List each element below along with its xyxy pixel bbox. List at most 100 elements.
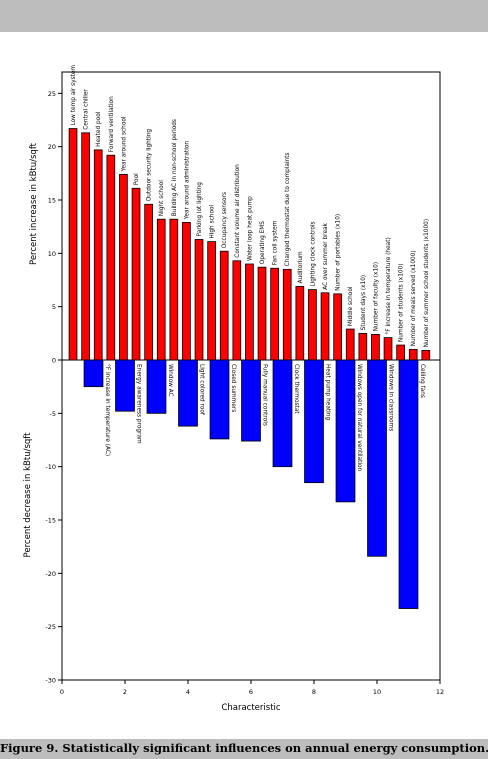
bar-label: Ceiling fans bbox=[419, 364, 425, 398]
decrease-bar bbox=[241, 359, 261, 442]
bar-label: Student days (x10) bbox=[361, 275, 367, 331]
increase-bar bbox=[257, 266, 267, 361]
increase-bar bbox=[194, 239, 204, 361]
decrease-bar bbox=[178, 359, 198, 427]
y-tick-label: 20 bbox=[48, 143, 56, 151]
increase-bar bbox=[93, 149, 103, 361]
decrease-bar bbox=[398, 359, 419, 609]
bar-label: Heat pump heating bbox=[324, 364, 330, 420]
increase-bar bbox=[396, 344, 405, 361]
increase-bar bbox=[421, 349, 431, 361]
x-tick-label: 12 bbox=[436, 688, 444, 696]
bars bbox=[68, 128, 431, 609]
y-tick-label: -25 bbox=[45, 623, 56, 631]
increase-bar bbox=[68, 128, 78, 361]
bar-label: Clock thermostat bbox=[293, 364, 299, 414]
increase-bar bbox=[119, 173, 128, 361]
increase-bar bbox=[308, 289, 317, 361]
bar-label: Windows open for natural ventilation bbox=[356, 364, 362, 472]
bar-label: Occupancy sensors bbox=[222, 192, 228, 248]
bar-label: Changed thermostat due to complaints bbox=[285, 152, 291, 266]
increase-bar bbox=[182, 221, 191, 361]
x-axis-label: Characteristic bbox=[221, 703, 280, 713]
bar-label: Middle school bbox=[348, 286, 354, 326]
bar-chart: -30 -25 -20 -15 -10 -5 0 5 10 15 20 25 0 2 4 6 8 10 12 Low… bbox=[23, 65, 444, 713]
y-tick-label: -10 bbox=[45, 463, 56, 471]
decrease-bar bbox=[115, 359, 135, 412]
x-tick-label: 8 bbox=[312, 688, 316, 696]
bar-label: Energy awareness program bbox=[135, 364, 141, 444]
caption-bar: Figure 9. Statistically significant infl… bbox=[0, 739, 488, 759]
increase-bar bbox=[371, 333, 380, 361]
bar-label: Windows in classrooms bbox=[387, 364, 393, 431]
increase-bar bbox=[383, 337, 393, 361]
y-tick-label: -15 bbox=[45, 517, 56, 525]
bar-label: Outdoor security lighting bbox=[147, 129, 153, 202]
increase-bar bbox=[144, 203, 153, 361]
bar-label: Number of faculty (x10) bbox=[373, 262, 379, 332]
increase-bar bbox=[131, 187, 141, 361]
y-tick-label: 5 bbox=[52, 303, 56, 311]
increase-bar bbox=[156, 218, 166, 361]
bar-label: Closed summers bbox=[230, 364, 236, 412]
bar-label: °F increase in temperature (heat) bbox=[386, 237, 392, 334]
y-axis-label-bottom: Percent decrease in kBtu/sqft bbox=[23, 432, 33, 558]
bar-label: Night school bbox=[159, 180, 165, 216]
decrease-bar bbox=[146, 359, 167, 414]
bar-label: Heated pool bbox=[96, 111, 102, 147]
bar-label: Number of portables (x10) bbox=[336, 214, 342, 291]
y-tick-label: 0 bbox=[52, 357, 56, 365]
decrease-bar bbox=[335, 359, 356, 503]
bar-label: AC over summer break bbox=[323, 222, 329, 289]
top-title-bar bbox=[0, 0, 488, 32]
y-tick-label: -30 bbox=[45, 677, 56, 685]
increase-bar bbox=[207, 241, 216, 361]
bar-label: Building AC in non-school periods bbox=[172, 119, 178, 216]
bar-label: Forward ventilation bbox=[109, 96, 115, 152]
increase-bar bbox=[282, 268, 292, 361]
bar-label: Year around administration bbox=[184, 141, 190, 221]
bar-label: Auditorium bbox=[298, 251, 304, 283]
decrease-bar bbox=[367, 359, 387, 557]
bar-label: Constant volume air distribution bbox=[235, 164, 241, 258]
bar-label: Number of students (x100) bbox=[399, 263, 405, 342]
y-tick-label: -5 bbox=[50, 410, 56, 418]
bar-label: High school bbox=[210, 204, 216, 238]
y-tick-label: 25 bbox=[48, 90, 56, 98]
x-tick-label: 0 bbox=[60, 688, 64, 696]
bar-label: °F increase in temperature (AC) bbox=[104, 364, 110, 456]
bar-label: Fan coil system bbox=[273, 220, 279, 265]
bar-label: Water loop heat pump bbox=[247, 196, 253, 261]
bar-label: Number of summer school students (x1000) bbox=[424, 219, 430, 348]
increase-bar bbox=[295, 285, 305, 361]
increase-bar bbox=[169, 218, 179, 361]
bar-label: Window AC bbox=[167, 364, 173, 397]
x-tick-label: 2 bbox=[123, 688, 127, 696]
bar-label: Fully manual controls bbox=[261, 364, 267, 426]
increase-bar bbox=[81, 132, 90, 361]
x-tick-label: 4 bbox=[186, 688, 190, 696]
increase-bar bbox=[408, 348, 418, 361]
y-tick-label: -20 bbox=[45, 570, 56, 578]
increase-bar bbox=[345, 328, 355, 361]
y-tick-label: 10 bbox=[48, 250, 56, 258]
bar-label: Parking lot lighting bbox=[197, 182, 203, 237]
increase-bar bbox=[333, 293, 342, 361]
figure-panel: -30 -25 -20 -15 -10 -5 0 5 10 15 20 25 0 2 4 6 8 10 12 Low… bbox=[0, 32, 488, 739]
bar-label: Low temp air system bbox=[71, 65, 77, 126]
decrease-bar bbox=[209, 359, 230, 440]
x-tick-label: 6 bbox=[249, 688, 253, 696]
bar-label: Operating EMS bbox=[260, 221, 266, 264]
y-axis-label-top: Percent increase in kBtu/sqft bbox=[29, 142, 39, 265]
x-tick-label: 10 bbox=[373, 688, 381, 696]
increase-bar bbox=[106, 154, 116, 361]
decrease-bar bbox=[83, 359, 104, 388]
decrease-bar bbox=[272, 359, 293, 468]
increase-bar bbox=[219, 250, 229, 361]
bar-labels: Low temp air system Central chiller Heated… bbox=[71, 65, 430, 472]
increase-bar bbox=[320, 292, 330, 361]
bar-label: Lighting clock controls bbox=[310, 221, 316, 286]
increase-bar bbox=[358, 332, 368, 361]
bar-label: Pool bbox=[134, 173, 140, 185]
bar-label: Number of meals served (x1000) bbox=[411, 250, 417, 346]
